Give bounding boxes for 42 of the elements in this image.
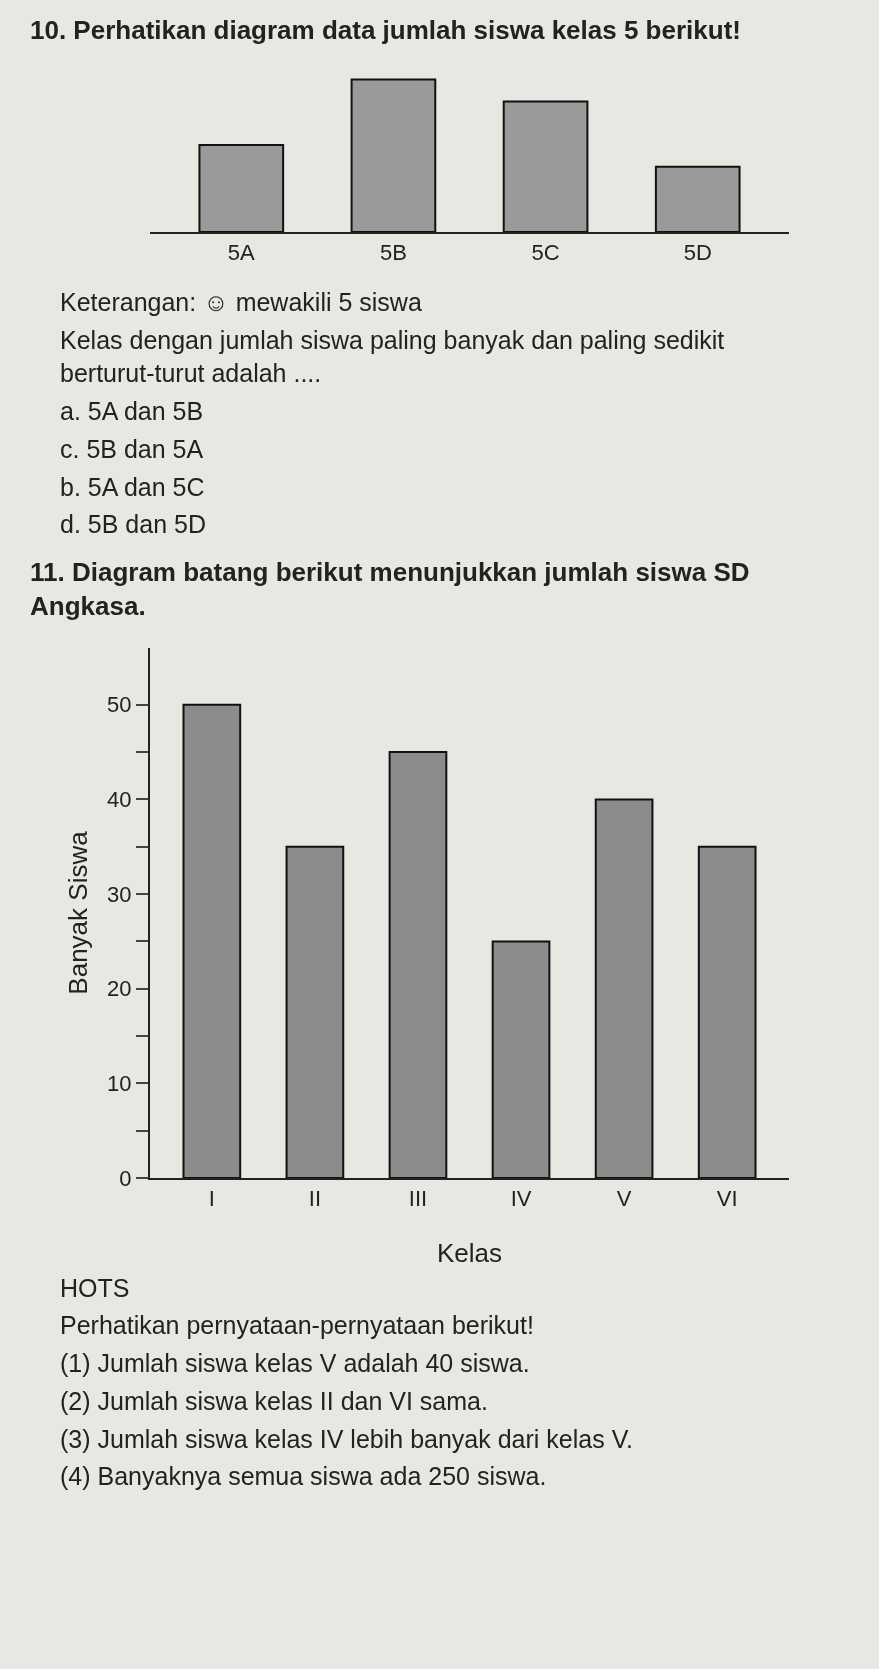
x-tick-label: 5D: [683, 240, 712, 266]
bar: [594, 798, 654, 1178]
bar: [350, 78, 437, 232]
y-tick-label: 10: [107, 1070, 132, 1096]
bar: [697, 845, 757, 1178]
y-tick-label: 50: [107, 692, 132, 718]
text: (1) Jumlah siswa kelas V adalah 40 siswa.: [60, 1348, 531, 1380]
x-tick-label: 5C: [531, 240, 560, 266]
text: Keterangan: ☺ mewakili 5 siswa: [60, 286, 423, 318]
text: a. 5A dan 5B: [60, 396, 205, 428]
text: d. 5B dan 5D: [60, 509, 207, 541]
text: c. 5B dan 5A: [60, 433, 205, 465]
text: b. 5A dan 5C: [60, 471, 206, 503]
y-tick-label: 40: [107, 786, 132, 812]
x-tick-label: 5A: [227, 240, 256, 266]
bar: [285, 845, 345, 1178]
x-tick-label: VI: [716, 1186, 738, 1212]
text: Kelas dengan jumlah siswa paling banyak dan paling sedikit berturut-turut adalah ....: [60, 324, 726, 390]
chart-title: 10. Perhatikan diagram data jumlah siswa kelas 5 berikut!: [30, 14, 742, 47]
x-tick-label: IV: [510, 1186, 532, 1212]
y-tick-label: 30: [107, 881, 132, 907]
text: HOTS: [60, 1272, 131, 1304]
text: (4) Banyaknya semua siswa ada 250 siswa.: [60, 1461, 548, 1493]
x-tick-label: II: [308, 1186, 322, 1212]
chart-title: 11. Diagram batang berikut menunjukkan jumlah siswa SD Angkasa.: [30, 556, 751, 623]
x-tick-label: 5B: [379, 240, 407, 266]
x-axis-title: Kelas: [436, 1237, 503, 1268]
y-tick-label: 20: [107, 976, 132, 1002]
text: Perhatikan pernyataan-pernyataan berikut!: [60, 1310, 535, 1342]
text: (2) Jumlah siswa kelas II dan VI sama.: [60, 1385, 489, 1417]
x-tick-label: III: [408, 1186, 428, 1212]
bar: [654, 165, 741, 232]
bar: [388, 750, 448, 1178]
bar: [491, 940, 551, 1178]
x-tick-label: V: [616, 1186, 632, 1212]
y-tick-label: 0: [119, 1165, 132, 1191]
x-tick-label: I: [208, 1186, 215, 1212]
y-axis-title: Banyak Siswa: [63, 830, 93, 995]
text: (3) Jumlah siswa kelas IV lebih banyak dari kelas V.: [60, 1423, 634, 1455]
bar: [502, 100, 589, 232]
bar: [182, 703, 242, 1178]
bar: [198, 143, 285, 232]
